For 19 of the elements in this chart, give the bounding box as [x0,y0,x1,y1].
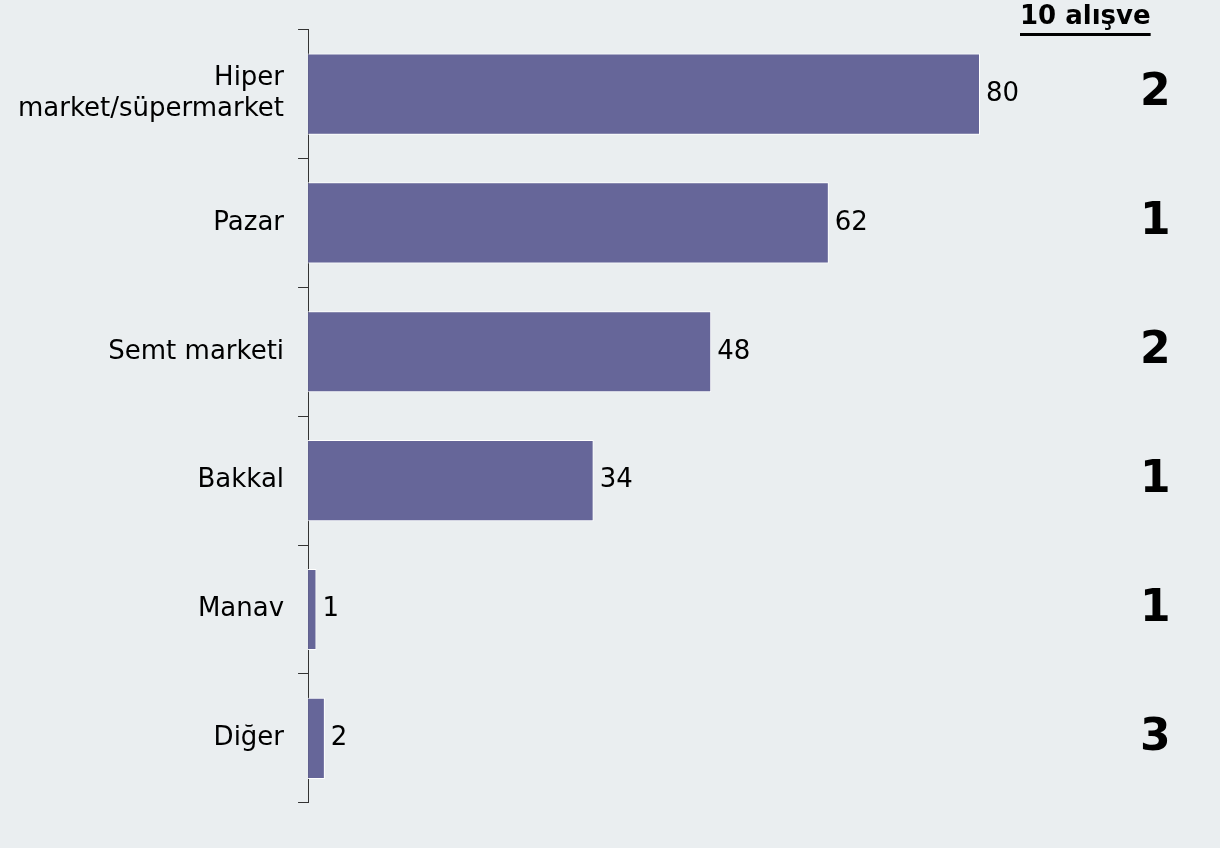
y-tick-label: Hiper market/süpermarket [17,61,285,123]
y-tick-label: Manav [197,592,285,623]
data-label: 1 [322,592,339,623]
text: 1 [1140,579,1171,631]
text: 1 [1140,451,1171,503]
y-tick-label: Pazar [213,205,285,236]
data-label: 80 [986,76,1020,107]
text: 3 [1140,708,1171,760]
data-label: 2 [330,721,348,752]
text: 2 [1140,64,1171,116]
text: 1 [1140,193,1171,245]
data-label: 62 [834,205,868,236]
text: 2 [1140,322,1171,374]
data-label: 34 [599,463,633,494]
y-tick-label: Bakkal [197,463,285,494]
data-label: 48 [717,334,751,365]
y-tick-label: Diğer [213,721,285,752]
y-tick-label: Semt marketi [108,334,285,365]
text: 10 alışve [1020,0,1151,30]
